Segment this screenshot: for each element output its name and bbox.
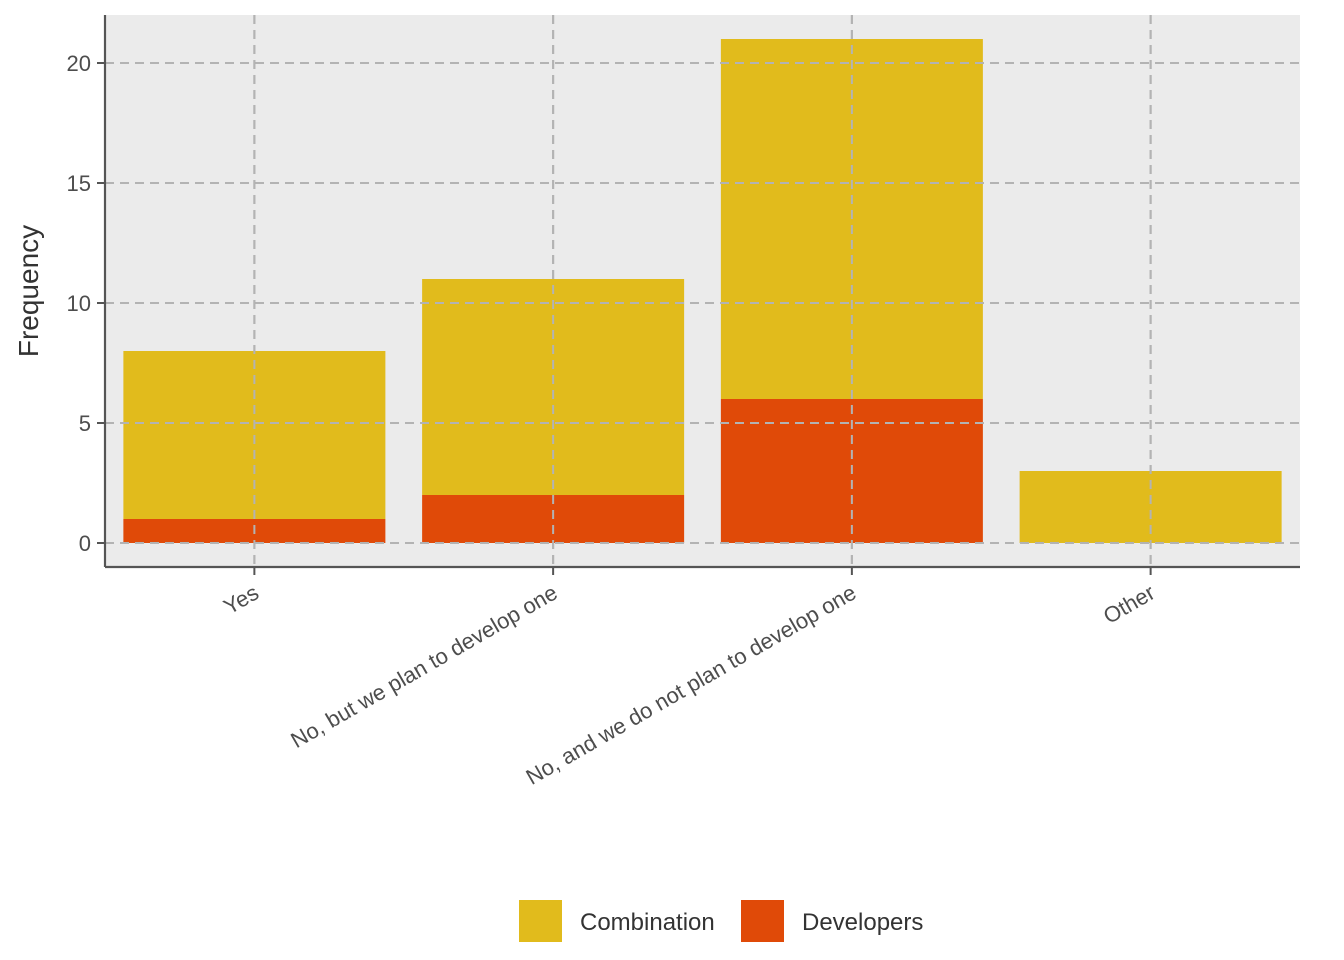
y-tick-label: 20: [67, 51, 91, 76]
legend-label-combination: Combination: [580, 909, 715, 936]
x-tick-label: Other: [1099, 580, 1159, 629]
legend: Combination Developers: [519, 900, 923, 942]
bars: [105, 15, 1300, 567]
x-tick-label: No, but we plan to develop one: [286, 580, 561, 753]
y-tick-label: 15: [67, 171, 91, 196]
y-tick-label: 10: [67, 291, 91, 316]
legend-label-developers: Developers: [802, 909, 923, 936]
legend-swatch-developers: [741, 900, 784, 942]
x-tick-label: Yes: [219, 580, 263, 620]
legend-swatch-combination: [519, 900, 562, 942]
y-tick-label: 0: [79, 531, 91, 556]
y-axis-title: Frequency: [13, 225, 44, 357]
x-tick-label: No, and we do not plan to develop one: [522, 580, 861, 790]
bar-combination-2: [422, 279, 685, 495]
y-tick-label: 5: [79, 411, 91, 436]
